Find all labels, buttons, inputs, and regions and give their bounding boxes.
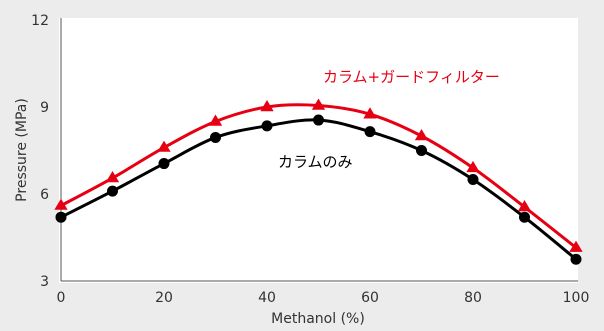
data-point-triangle (105, 171, 120, 183)
data-point-circle (519, 211, 530, 223)
data-point-circle (364, 126, 376, 138)
y-tick-label: 3 (40, 274, 49, 290)
x-tick-label: 20 (155, 290, 173, 306)
data-point-circle (107, 185, 118, 197)
data-point-triangle (517, 200, 532, 212)
data-point-circle (55, 211, 67, 223)
data-point-circle (261, 120, 273, 132)
series-markers (54, 98, 583, 265)
data-point-circle (158, 158, 170, 170)
plot-area (59, 18, 578, 283)
data-point-circle (210, 131, 221, 143)
data-point-triangle (414, 129, 429, 141)
y-tick-label: 6 (40, 187, 49, 203)
data-point-circle (416, 145, 427, 156)
x-tick-label: 80 (464, 290, 482, 306)
data-point-triangle (363, 107, 377, 119)
data-point-circle (467, 174, 479, 185)
x-tick-label: 100 (563, 290, 590, 306)
data-point-triangle (569, 240, 583, 252)
x-tick-label: 0 (57, 290, 66, 306)
x-axis-title: Methanol (%) (271, 311, 365, 327)
series-label-column-only: カラムのみ (278, 153, 353, 171)
y-axis-title: Pressure (MPa) (14, 98, 30, 202)
y-tick-label: 9 (40, 100, 49, 116)
x-tick-label: 40 (258, 290, 276, 306)
data-point-triangle (157, 140, 171, 152)
data-point-circle (570, 253, 582, 265)
data-point-triangle (260, 100, 274, 112)
data-point-triangle (311, 98, 326, 110)
data-point-triangle (208, 114, 223, 126)
data-point-triangle (466, 160, 480, 173)
data-point-circle (313, 114, 324, 126)
y-tick-label: 12 (31, 13, 49, 29)
series-label-guard-filter: カラム+ガードフィルター (323, 68, 500, 86)
x-tick-label: 60 (361, 290, 379, 306)
axes: 0 20 40 60 80 100 3 6 9 12 (31, 13, 589, 306)
data-point-triangle (54, 198, 68, 210)
